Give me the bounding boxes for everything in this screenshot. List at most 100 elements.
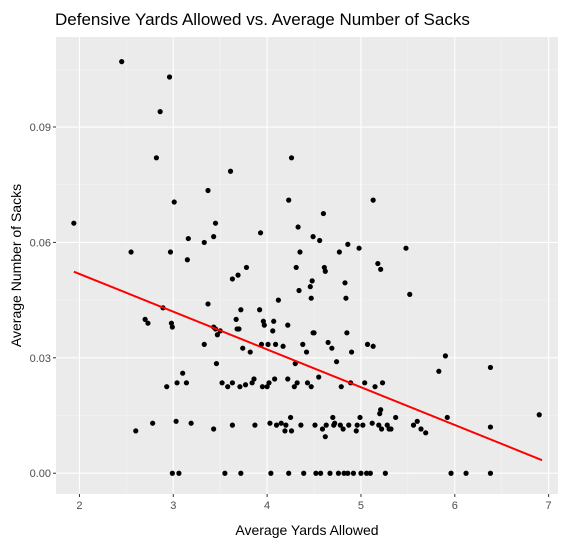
- data-point: [418, 426, 424, 432]
- data-points: [71, 59, 542, 476]
- y-tick-label: 0.06: [30, 237, 51, 249]
- data-point: [342, 280, 348, 286]
- data-point: [403, 245, 409, 251]
- data-point: [393, 414, 399, 421]
- data-point: [272, 341, 279, 347]
- data-point: [338, 384, 344, 390]
- data-point: [280, 343, 286, 349]
- data-point: [379, 380, 386, 386]
- data-point: [233, 316, 239, 322]
- data-point: [463, 470, 469, 476]
- data-point: [317, 237, 323, 244]
- data-point: [265, 341, 271, 347]
- x-axis-ticks: 2 3 4 5 6 7: [76, 494, 552, 512]
- data-point: [367, 470, 373, 476]
- plot-panel: [56, 37, 558, 494]
- data-point: [318, 470, 324, 476]
- data-point: [316, 374, 322, 380]
- data-point: [313, 470, 319, 476]
- data-point: [356, 245, 362, 251]
- data-point: [133, 428, 139, 434]
- data-point: [303, 349, 310, 355]
- data-point: [536, 412, 542, 418]
- data-point: [183, 380, 190, 386]
- data-point: [363, 470, 370, 476]
- y-axis-title: Average Number of Sacks: [8, 184, 24, 347]
- x-axis-title: Average Yards Allowed: [235, 522, 378, 538]
- data-point: [252, 422, 258, 428]
- data-point: [235, 272, 241, 278]
- data-point: [322, 434, 328, 440]
- data-point: [237, 384, 243, 390]
- data-point: [487, 470, 494, 476]
- data-point: [288, 155, 295, 161]
- data-point: [298, 422, 304, 428]
- data-point: [128, 249, 134, 255]
- data-point: [169, 324, 175, 330]
- data-point: [319, 426, 326, 432]
- data-point: [243, 264, 250, 271]
- data-point: [249, 380, 255, 386]
- data-point: [119, 59, 125, 65]
- data-point: [261, 322, 267, 328]
- data-point: [295, 224, 301, 230]
- data-point: [259, 384, 266, 390]
- data-point: [257, 307, 263, 313]
- data-point: [272, 376, 278, 382]
- data-point: [278, 420, 284, 426]
- data-point: [407, 291, 413, 297]
- y-tick-label: 0.09: [30, 122, 51, 134]
- data-point: [354, 422, 360, 428]
- data-point: [353, 428, 359, 434]
- grid-minor-lines: [56, 37, 558, 494]
- data-point: [71, 220, 77, 226]
- data-point: [153, 155, 159, 161]
- data-point: [251, 376, 257, 382]
- data-point: [414, 418, 420, 424]
- data-point: [423, 430, 429, 436]
- data-point: [448, 470, 454, 476]
- data-point: [293, 264, 299, 271]
- data-point: [188, 420, 194, 426]
- data-point: [311, 330, 317, 336]
- data-point: [238, 470, 244, 476]
- data-point: [185, 235, 191, 242]
- data-point: [312, 422, 318, 428]
- data-point: [370, 197, 376, 203]
- data-point: [297, 249, 303, 255]
- data-point: [310, 234, 316, 240]
- data-point: [436, 368, 442, 374]
- data-point: [444, 414, 450, 421]
- data-point: [357, 414, 363, 421]
- data-point: [219, 380, 225, 386]
- data-point: [275, 297, 281, 303]
- data-point: [327, 470, 333, 476]
- data-point: [176, 470, 182, 476]
- data-point: [145, 320, 151, 326]
- data-point: [487, 424, 494, 430]
- data-point: [332, 420, 338, 426]
- data-point: [238, 307, 244, 313]
- data-point: [294, 380, 300, 386]
- data-point: [382, 470, 388, 476]
- data-point: [271, 318, 277, 324]
- data-point: [142, 316, 148, 322]
- y-tick-label: 0.03: [30, 353, 51, 365]
- data-point: [372, 384, 378, 390]
- x-tick-label: 2: [76, 500, 82, 512]
- data-point: [166, 74, 173, 80]
- data-point: [227, 168, 234, 174]
- data-point: [184, 257, 190, 263]
- data-point: [270, 328, 276, 334]
- data-point: [214, 332, 220, 338]
- trend-line: [73, 270, 543, 462]
- data-point: [304, 380, 311, 386]
- data-point: [378, 266, 384, 272]
- data-point: [337, 422, 343, 428]
- data-point: [300, 341, 306, 347]
- data-point: [222, 470, 228, 476]
- data-point: [225, 384, 231, 390]
- data-point: [167, 249, 174, 255]
- data-point: [157, 109, 163, 115]
- data-point: [333, 359, 340, 365]
